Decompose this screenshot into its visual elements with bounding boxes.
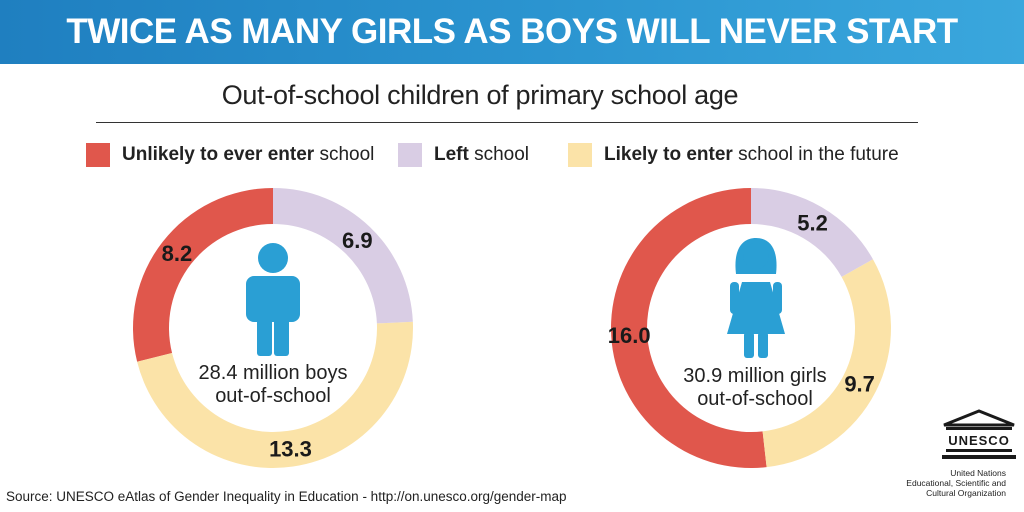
girls-total-line1: 30.9 million girls — [683, 365, 827, 387]
title-banner — [0, 0, 1024, 64]
girls-slice-unlikely — [611, 188, 767, 468]
girls-value-left: 5.2 — [797, 211, 828, 236]
girl-figure-icon — [727, 238, 785, 358]
source-note: Source: UNESCO eAtlas of Gender Inequali… — [6, 489, 567, 504]
boys-value-likely: 13.3 — [269, 437, 312, 462]
boy-figure-icon — [246, 243, 300, 356]
boys-value-left: 6.9 — [342, 228, 373, 253]
org-line3: Cultural Organization — [926, 488, 1006, 498]
legend-label-likely-bold: Likely to enter — [604, 144, 733, 165]
org-line2: Educational, Scientific and — [906, 478, 1006, 488]
subtitle-rule — [96, 122, 918, 123]
girls-value-likely: 9.7 — [844, 372, 875, 397]
legend-swatch-likely — [568, 143, 592, 167]
legend-item-unlikely: Unlikely to ever enter school — [86, 140, 374, 170]
girls-slice-left — [751, 188, 873, 277]
boys-value-unlikely: 8.2 — [162, 241, 193, 266]
legend: Unlikely to ever enter school Left schoo… — [0, 140, 1024, 170]
legend-label-likely-rest: school in the future — [732, 144, 899, 165]
girls-total-line2: out-of-school — [697, 388, 813, 410]
unesco-logo-icon: UNESCO — [942, 409, 1016, 459]
boys-slice-left — [273, 188, 413, 324]
org-line1: United Nations — [950, 468, 1006, 478]
legend-item-left: Left school — [398, 140, 529, 170]
legend-label-left-rest: school — [468, 144, 530, 165]
boys-total-label: 28.4 million boys out-of-school — [173, 362, 373, 408]
boys-slice-unlikely — [133, 188, 273, 362]
boys-slice-likely — [137, 321, 413, 469]
chart-subtitle: Out-of-school children of primary school… — [221, 80, 739, 110]
girls-slice-likely — [762, 259, 892, 468]
girls-total-label: 30.9 million girls out-of-school — [655, 365, 855, 411]
girls-value-unlikely: 16.0 — [608, 323, 651, 348]
legend-label-left-bold: Left — [434, 144, 469, 165]
boys-total-line1: 28.4 million boys — [198, 362, 348, 384]
legend-swatch-unlikely — [86, 143, 110, 167]
legend-item-likely: Likely to enter school in the future — [568, 140, 899, 170]
legend-swatch-left — [398, 143, 422, 167]
boys-total-line2: out-of-school — [215, 385, 331, 407]
unesco-logo-wordmark: UNESCO — [948, 433, 1010, 448]
legend-label-unlikely-bold: Unlikely to ever enter — [122, 144, 315, 165]
legend-label-unlikely-rest: school — [314, 144, 375, 165]
unesco-org-name: United Nations Educational, Scientific a… — [902, 468, 1006, 498]
page-title: TWICE AS MANY GIRLS AS BOYS WILL NEVER S… — [66, 12, 958, 115]
